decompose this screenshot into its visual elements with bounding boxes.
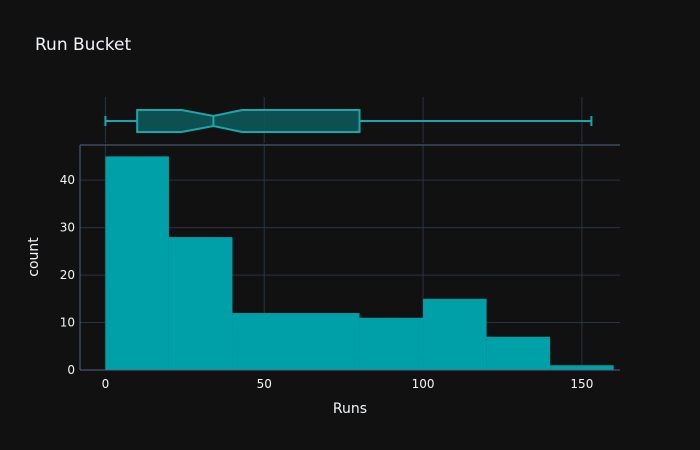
axes-layer: 0 50 100 150 0 10 20 30 40 <box>60 144 620 391</box>
y-tick-label: 10 <box>60 316 75 330</box>
y-tick-label: 30 <box>60 221 75 235</box>
x-tick-label: 50 <box>257 377 272 391</box>
box-body[interactable] <box>136 109 361 133</box>
bars-layer <box>105 156 614 370</box>
x-tick-label: 0 <box>102 377 110 391</box>
x-tick-label: 100 <box>412 377 435 391</box>
y-tick-label: 20 <box>60 268 75 282</box>
x-axis-title: Runs <box>333 401 367 417</box>
histogram-bar[interactable] <box>359 317 424 370</box>
histogram-bar[interactable] <box>423 298 487 370</box>
histogram-bar[interactable] <box>296 313 360 370</box>
histogram-bar[interactable] <box>486 336 551 370</box>
y-tick-label: 0 <box>67 363 75 377</box>
chart-title: Run Bucket <box>35 35 131 55</box>
marginal-boxplot <box>104 109 593 133</box>
y-axis-title: count <box>26 237 42 277</box>
y-tick-label: 40 <box>60 173 75 187</box>
histogram-bar[interactable] <box>550 365 614 370</box>
histogram-bar[interactable] <box>105 156 169 370</box>
x-tick-label: 150 <box>570 377 593 391</box>
histogram-bar[interactable] <box>168 237 233 370</box>
histogram-bar[interactable] <box>232 313 296 370</box>
